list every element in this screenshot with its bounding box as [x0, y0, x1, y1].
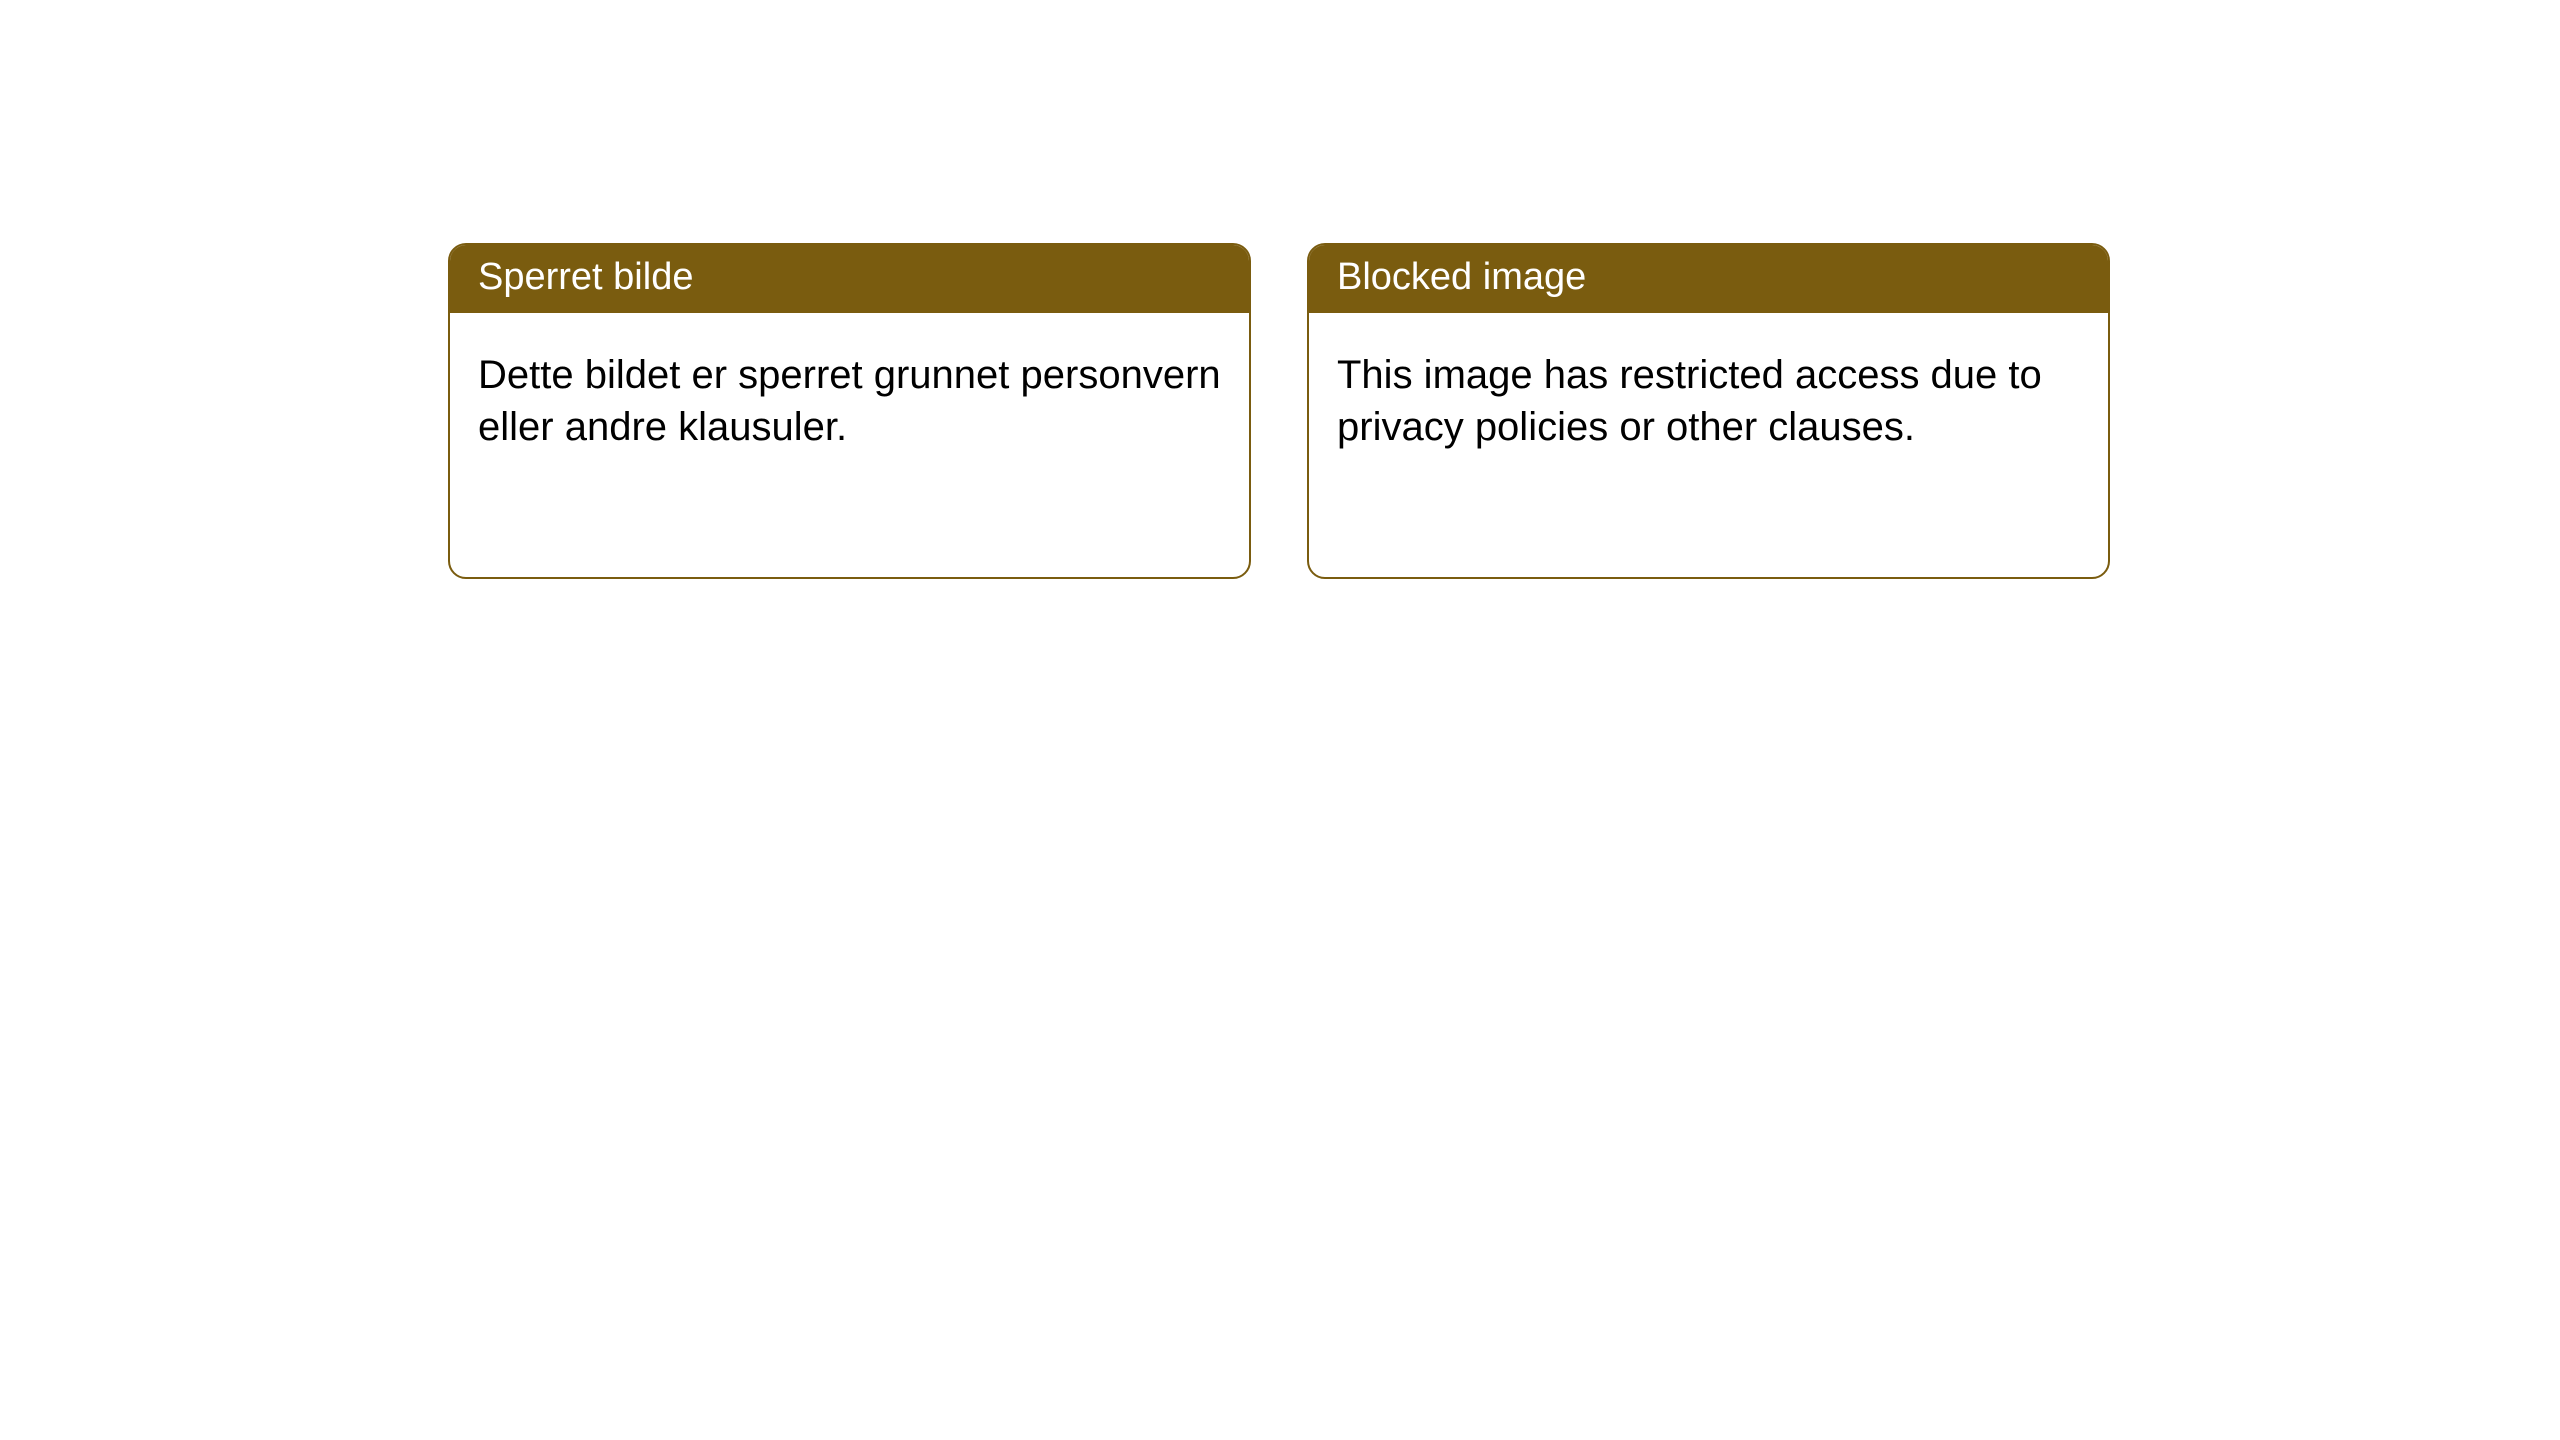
notice-card-english: Blocked image This image has restricted …	[1307, 243, 2110, 579]
notice-container: Sperret bilde Dette bildet er sperret gr…	[0, 0, 2560, 579]
notice-body-english: This image has restricted access due to …	[1309, 313, 2108, 491]
notice-title-english: Blocked image	[1309, 245, 2108, 313]
notice-card-norwegian: Sperret bilde Dette bildet er sperret gr…	[448, 243, 1251, 579]
notice-body-norwegian: Dette bildet er sperret grunnet personve…	[450, 313, 1249, 491]
notice-title-norwegian: Sperret bilde	[450, 245, 1249, 313]
